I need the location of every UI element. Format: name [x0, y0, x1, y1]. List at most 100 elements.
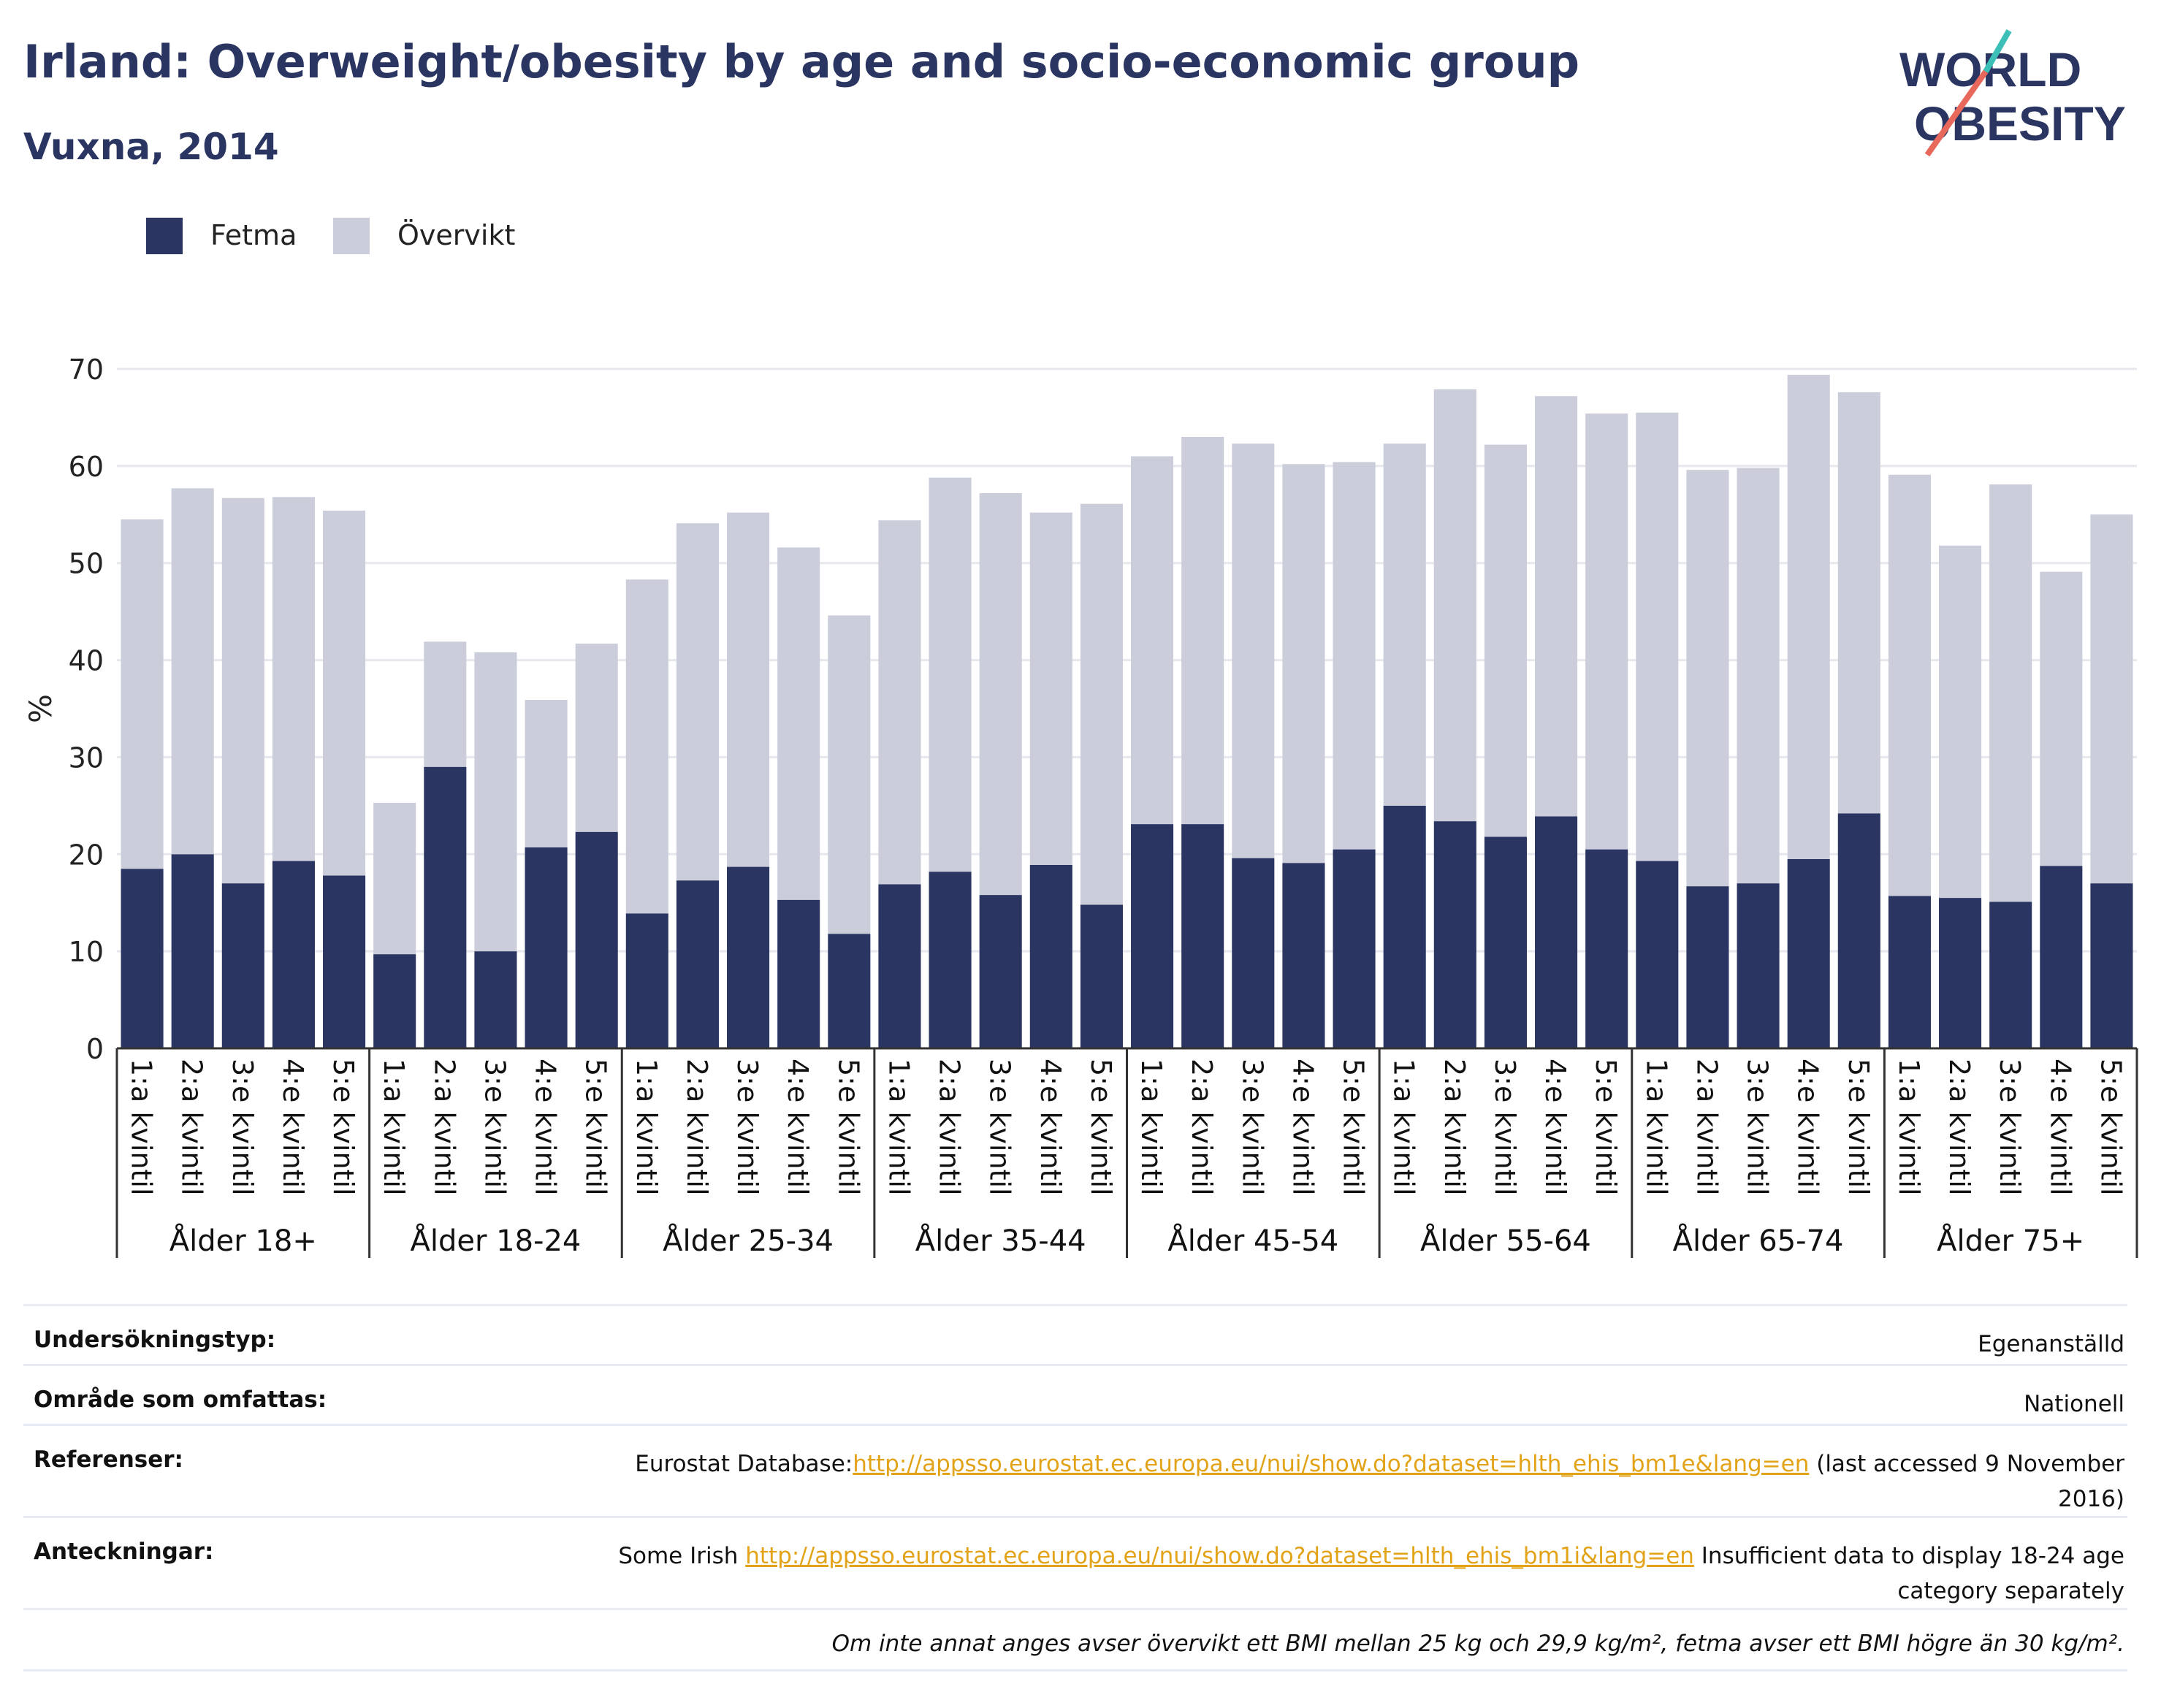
bar-obesity — [474, 951, 517, 1048]
notes-link[interactable]: http://appsso.eurostat.ec.europa.eu/nui/… — [745, 1543, 1694, 1569]
x-tick-label: 3:e kvintil — [479, 1059, 511, 1196]
x-tick-label: 3:e kvintil — [1742, 1059, 1774, 1196]
bar-obesity — [1433, 821, 1476, 1048]
info-row-area: Område som omfattas: Nationell — [23, 1364, 2127, 1425]
bar-obesity — [1989, 901, 2032, 1048]
info-row-footnote: Om inte annat anges avser övervikt ett B… — [23, 1608, 2127, 1670]
bar-overweight — [1888, 474, 1931, 896]
bar-obesity — [1282, 863, 1325, 1048]
references-value: Eurostat Database:http://appsso.eurostat… — [635, 1446, 2124, 1517]
x-tick-label: 5:e kvintil — [1085, 1059, 1117, 1196]
references-link[interactable]: http://appsso.eurostat.ec.europa.eu/nui/… — [853, 1451, 1810, 1477]
bar-overweight — [1232, 443, 1275, 858]
y-tick-label: 60 — [69, 451, 104, 483]
y-tick-label: 70 — [69, 354, 104, 386]
legend-swatch-obesity — [146, 218, 183, 254]
bar-obesity — [272, 861, 315, 1048]
group-label: Ålder 75+ — [1937, 1223, 2084, 1258]
x-tick-label: 4:e kvintil — [1034, 1059, 1067, 1196]
x-tick-label: 2:a kvintil — [428, 1059, 460, 1196]
y-tick-label: 40 — [69, 645, 104, 677]
group-label: Ålder 25-34 — [663, 1223, 834, 1258]
bar-obesity — [1131, 824, 1174, 1048]
info-row-references: Referenser: Eurostat Database:http://app… — [23, 1424, 2127, 1517]
bar-overweight — [1535, 396, 1578, 817]
notes-label: Anteckningar: — [34, 1539, 214, 1565]
info-row-notes: Anteckningar: Some Irish http://appsso.e… — [23, 1516, 2127, 1609]
x-tick-label: 1:a kvintil — [378, 1059, 410, 1196]
notes-line2: category separately — [1897, 1578, 2124, 1604]
x-tick-label: 2:a kvintil — [934, 1059, 966, 1196]
group-label: Ålder 35-44 — [915, 1223, 1086, 1258]
x-tick-label: 4:e kvintil — [1287, 1059, 1319, 1196]
bar-overweight — [878, 520, 921, 885]
bar-obesity — [1787, 858, 1830, 1048]
bar-overweight — [676, 523, 719, 881]
x-tick-label: 3:e kvintil — [731, 1059, 763, 1196]
x-tick-label: 4:e kvintil — [1539, 1059, 1571, 1196]
bar-obesity — [424, 766, 467, 1048]
x-tick-label: 5:e kvintil — [580, 1059, 612, 1196]
bar-overweight — [171, 488, 214, 855]
bar-obesity — [1636, 861, 1679, 1048]
bar-obesity — [1181, 824, 1224, 1048]
bar-overweight — [323, 510, 366, 876]
bar-overweight — [1787, 374, 1830, 859]
y-tick-label: 10 — [69, 936, 104, 968]
bar-overweight — [1282, 464, 1325, 863]
bar-overweight — [1989, 484, 2032, 902]
x-tick-label: 2:a kvintil — [176, 1059, 208, 1196]
bar-overweight — [1686, 470, 1729, 887]
area-label: Område som omfattas: — [34, 1387, 327, 1413]
x-tick-label: 1:a kvintil — [1135, 1059, 1167, 1196]
x-tick-label: 1:a kvintil — [883, 1059, 915, 1196]
bar-overweight — [1636, 412, 1679, 861]
bar-obesity — [1484, 836, 1527, 1048]
bar-obesity — [979, 895, 1022, 1048]
bar-overweight — [777, 547, 820, 900]
bar-overweight — [525, 700, 568, 847]
bar-obesity — [1585, 849, 1628, 1048]
legend-label-overweight: Övervikt — [397, 219, 516, 251]
legend-swatch-overweight — [333, 218, 370, 254]
bar-obesity — [2040, 866, 2083, 1048]
info-table-bottom-border — [23, 1669, 2127, 1671]
bar-obesity — [2090, 883, 2133, 1048]
bar-overweight — [1029, 512, 1072, 865]
bar-overweight — [1484, 444, 1527, 837]
bar-overweight — [474, 652, 517, 952]
bar-overweight — [625, 579, 668, 914]
survey-type-value: Egenanställd — [1978, 1331, 2124, 1357]
stacked-bar-chart: 0 10 20 30 40 50 60 70% 1:a kvintil 2:a kvintil 3:… — [23, 354, 2138, 1258]
group-label: Ålder 45-54 — [1167, 1223, 1338, 1258]
bar-overweight — [121, 519, 164, 869]
x-tick-label: 2:a kvintil — [681, 1059, 713, 1196]
info-row-survey-type: Undersökningstyp: Egenanställd — [23, 1304, 2127, 1365]
x-tick-label: 1:a kvintil — [1388, 1059, 1420, 1196]
bar-overweight — [2090, 514, 2133, 884]
x-tick-label: 3:e kvintil — [1236, 1059, 1268, 1196]
bar-obesity — [1383, 805, 1426, 1048]
bar-obesity — [575, 831, 618, 1048]
chart-subtitle: Vuxna, 2014 — [23, 126, 279, 168]
x-tick-label: 1:a kvintil — [126, 1059, 158, 1196]
bar-obesity — [828, 934, 871, 1048]
x-tick-label: 3:e kvintil — [984, 1059, 1016, 1196]
bar-obesity — [171, 854, 214, 1048]
x-tick-label: 4:e kvintil — [530, 1059, 562, 1196]
bar-overweight — [1837, 392, 1880, 814]
x-tick-label: 5:e kvintil — [832, 1059, 864, 1196]
bar-obesity — [1080, 904, 1123, 1048]
bar-overweight — [221, 497, 264, 884]
group-label: Ålder 18+ — [169, 1223, 317, 1258]
y-tick-label: 20 — [69, 839, 104, 871]
x-tick-label: 4:e kvintil — [1792, 1059, 1824, 1196]
bar-overweight — [1333, 462, 1376, 850]
notes-suffix: Insufficient data to display 18-24 age — [1693, 1543, 2124, 1569]
references-suffix: (last accessed 9 November — [1809, 1451, 2124, 1477]
references-label: Referenser: — [34, 1446, 183, 1473]
bar-overweight — [1939, 545, 1982, 899]
y-tick-label: 0 — [86, 1033, 104, 1065]
x-tick-label: 4:e kvintil — [2044, 1059, 2076, 1196]
references-prefix: Eurostat Database: — [635, 1451, 853, 1477]
